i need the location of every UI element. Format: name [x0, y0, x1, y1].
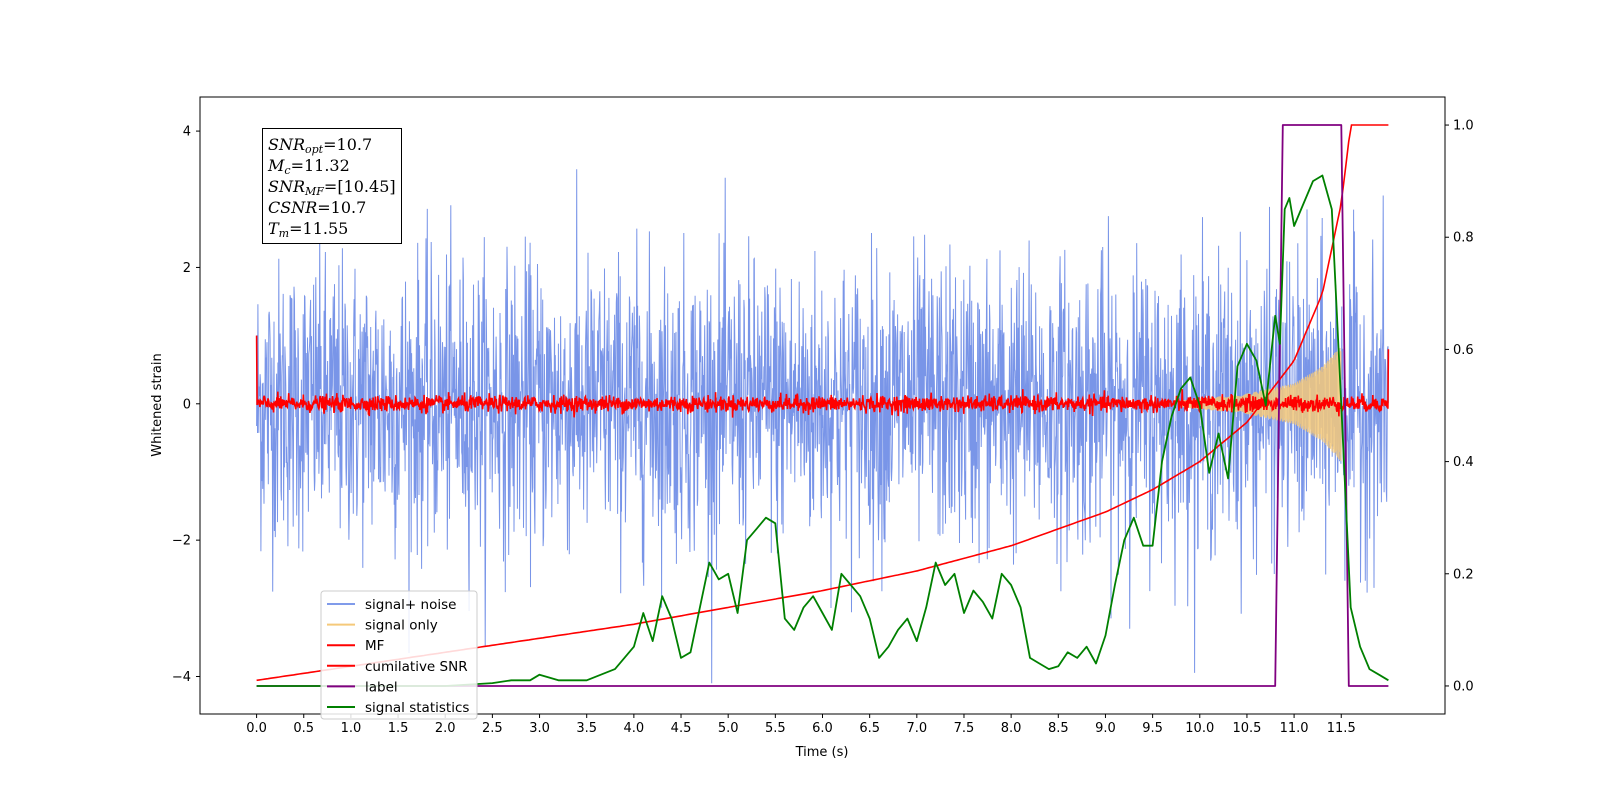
series-label [256, 124, 1389, 687]
y-right-tick-label: 0.4 [1453, 455, 1474, 470]
annotation-mc: Mc=11.32 [268, 156, 350, 177]
y-left-tick-label: 2 [183, 261, 191, 276]
legend-label: MF [365, 638, 384, 654]
x-tick-label: 10.5 [1232, 721, 1261, 736]
x-tick-label: 5.5 [765, 721, 786, 736]
legend-label: signal statistics [365, 700, 469, 716]
legend-item: signal only [327, 618, 438, 634]
y-left-tick-label: −2 [172, 534, 191, 549]
series-signal-noise [256, 169, 1389, 684]
legend-item: MF [327, 638, 384, 654]
x-tick-label: 4.5 [671, 721, 692, 736]
legend-item: signal+ noise [327, 597, 456, 613]
y-axis-right: 1.0 0.8 0.6 0.4 0.2 0.0 [1445, 119, 1474, 694]
x-tick-label: 3.5 [576, 721, 597, 736]
y-right-tick-label: 0.8 [1453, 231, 1474, 246]
y-right-tick-label: 1.0 [1453, 119, 1474, 134]
annotation-snr-opt: SNRopt=10.7 [268, 135, 373, 156]
x-tick-label: 1.5 [388, 721, 409, 736]
series-signal-statistics [256, 174, 1389, 687]
x-tick-label: 6.0 [812, 721, 833, 736]
x-axis-label: Time (s) [795, 745, 849, 760]
x-tick-label: 7.5 [954, 721, 975, 736]
y-left-tick-label: −4 [172, 670, 191, 685]
x-tick-label: 9.0 [1095, 721, 1116, 736]
annotation-csnr: CSNR=10.7 [268, 198, 367, 217]
y-axis-left: 4 2 0 −2 −4 [172, 125, 200, 685]
x-tick-label: 11.5 [1327, 721, 1356, 736]
legend-label: signal+ noise [365, 597, 456, 613]
legend-frame [320, 590, 478, 720]
legend-item: cumilative SNR [327, 659, 468, 675]
legend: signal+ noise signal only MF cumilative SNR… [320, 590, 478, 720]
x-tick-label: 9.5 [1142, 721, 1163, 736]
legend-item: label [327, 679, 398, 695]
annotation-box: SNRopt=10.7 Mc=11.32 SNRMF=[10.45] CSNR=… [262, 128, 402, 244]
y-left-tick-label: 4 [183, 125, 191, 140]
y-right-tick-label: 0.0 [1453, 679, 1474, 694]
x-tick-label: 5.0 [718, 721, 739, 736]
x-tick-label: 8.0 [1001, 721, 1022, 736]
y-left-tick-label: 0 [183, 397, 191, 412]
y-right-tick-label: 0.2 [1453, 567, 1474, 582]
x-tick-label: 2.0 [435, 721, 456, 736]
legend-label: cumilative SNR [365, 659, 468, 675]
x-tick-label: 10.0 [1185, 721, 1214, 736]
x-tick-label: 3.0 [529, 721, 550, 736]
x-tick-label: 0.5 [293, 721, 314, 736]
x-axis: 0.0 0.5 1.0 1.5 2.0 2.5 3.0 3.5 4.0 4.5 5.0 5.5 6.0 6… [246, 714, 1356, 736]
x-tick-label: 2.5 [482, 721, 503, 736]
annotation-snr-mf: SNRMF=[10.45] [268, 177, 396, 198]
x-tick-label: 7.0 [906, 721, 927, 736]
annotation-tm: Tm=11.55 [268, 219, 349, 240]
legend-label: signal only [365, 618, 438, 634]
x-tick-label: 8.5 [1048, 721, 1069, 736]
legend-label: label [365, 679, 398, 695]
x-tick-label: 11.0 [1280, 721, 1309, 736]
y-axis-label: Whitened strain [150, 353, 165, 456]
x-tick-label: 6.5 [859, 721, 880, 736]
x-tick-label: 0.0 [246, 721, 267, 736]
y-right-tick-label: 0.6 [1453, 343, 1474, 358]
x-tick-label: 4.0 [624, 721, 645, 736]
x-tick-label: 1.0 [341, 721, 362, 736]
legend-item: signal statistics [327, 700, 469, 716]
